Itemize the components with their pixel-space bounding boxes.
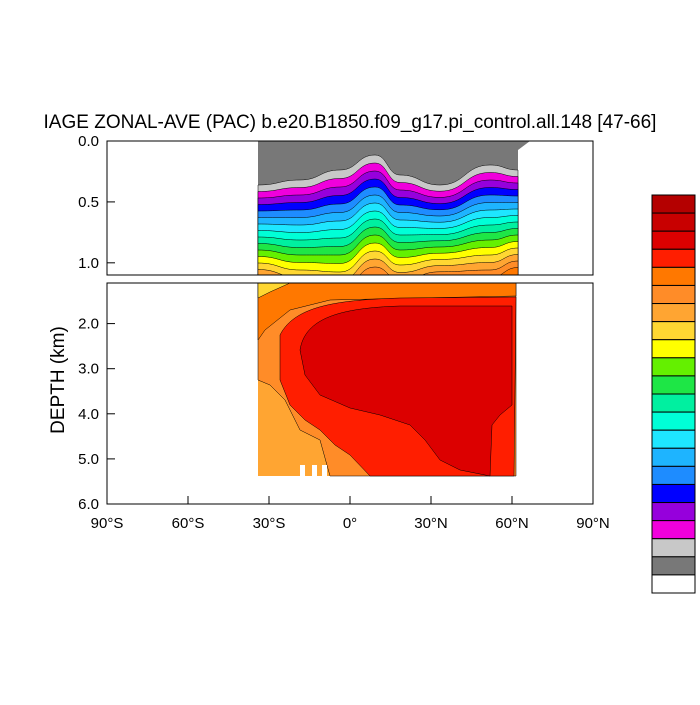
contour-band: [258, 141, 530, 185]
x-tick-label: 30°N: [414, 515, 448, 532]
chart-title: IAGE ZONAL-AVE (PAC) b.e20.B1850.f09_g17…: [44, 112, 657, 133]
colorbar-box: [651, 303, 696, 323]
colorbar-box: [651, 465, 696, 485]
colorbar-box: [651, 502, 696, 522]
missing-cell: [312, 465, 317, 476]
contour-band: [257, 254, 519, 275]
contour-band: [299, 305, 513, 477]
contour-band: [257, 283, 291, 299]
colorbar-box: [651, 212, 696, 232]
y-tick-label: 0.0: [78, 133, 99, 150]
colorbar-box: [651, 321, 696, 341]
colorbar-box: [651, 357, 696, 377]
y-tick-label: 1.0: [78, 255, 99, 272]
colorbar-box: [651, 447, 696, 467]
y-tick-label: 5.0: [78, 451, 99, 468]
colorbar-box: [651, 284, 696, 305]
x-tick-label: 30°S: [253, 515, 286, 532]
contour-fields: [257, 283, 517, 477]
colorbar-box: [651, 520, 696, 540]
missing-cell: [300, 465, 305, 476]
missing-cell: [322, 465, 327, 476]
contour-band: [257, 283, 517, 341]
colorbar-box: [651, 393, 696, 413]
x-tick-label: 90°S: [91, 515, 124, 532]
y-axis-label: DEPTH (km): [48, 326, 69, 434]
x-tick-label: 60°S: [172, 515, 205, 532]
colorbar-box: [651, 194, 696, 214]
colorbar-box: [651, 538, 696, 558]
y-tick-label: 4.0: [78, 406, 99, 423]
colorbar-box: [651, 266, 696, 286]
colorbar-box: [651, 411, 696, 431]
y-tick-label: 2.0: [78, 316, 99, 333]
y-tick-label: 0.5: [78, 194, 99, 211]
contour-band: [359, 260, 519, 275]
y-tick-label: 3.0: [78, 361, 99, 378]
panel-frame: [106, 140, 594, 276]
x-tick-label: 60°N: [495, 515, 529, 532]
colorbar-box: [651, 556, 696, 576]
colorbar-box: [651, 574, 696, 594]
colorbar-box: [651, 429, 696, 449]
colorbar-box: [651, 483, 696, 504]
contour-band: [373, 267, 519, 275]
x-tick-label: 0°: [343, 515, 357, 532]
colorbar-box: [651, 230, 696, 250]
colorbar-box: [651, 375, 696, 395]
x-tick-label: 90°N: [576, 515, 610, 532]
y-tick-label: 6.0: [78, 496, 99, 513]
contour-fields: [257, 141, 530, 275]
colorbar-box: [651, 248, 696, 268]
colorbar-box: [651, 339, 696, 359]
